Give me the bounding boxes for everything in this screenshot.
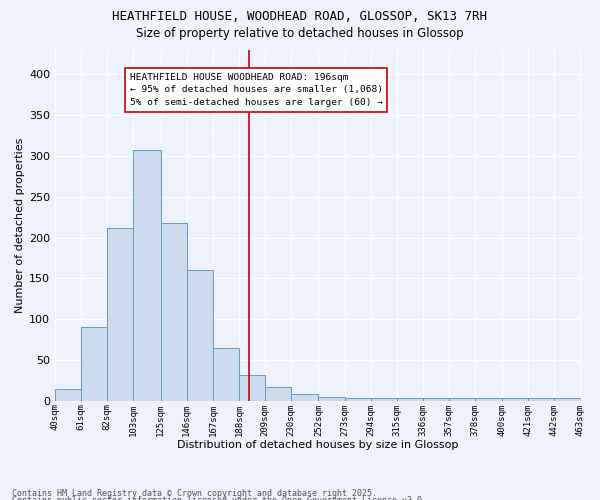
- Bar: [319, 396, 344, 401]
- Bar: [554, 398, 581, 401]
- Bar: [344, 398, 371, 401]
- Bar: [187, 270, 213, 401]
- Bar: [529, 398, 554, 401]
- Text: Size of property relative to detached houses in Glossop: Size of property relative to detached ho…: [136, 28, 464, 40]
- Bar: [107, 228, 133, 401]
- Bar: [161, 223, 187, 401]
- Bar: [397, 398, 423, 401]
- Text: Contains HM Land Registry data © Crown copyright and database right 2025.: Contains HM Land Registry data © Crown c…: [12, 488, 377, 498]
- Bar: [55, 388, 81, 401]
- Text: Contains public sector information licensed under the Open Government Licence v3: Contains public sector information licen…: [12, 496, 427, 500]
- Bar: [371, 398, 397, 401]
- Bar: [475, 398, 502, 401]
- Bar: [502, 398, 529, 401]
- Y-axis label: Number of detached properties: Number of detached properties: [15, 138, 25, 313]
- X-axis label: Distribution of detached houses by size in Glossop: Distribution of detached houses by size …: [177, 440, 458, 450]
- Text: HEATHFIELD HOUSE WOODHEAD ROAD: 196sqm
← 95% of detached houses are smaller (1,0: HEATHFIELD HOUSE WOODHEAD ROAD: 196sqm ←…: [130, 73, 383, 107]
- Bar: [81, 328, 107, 401]
- Bar: [239, 374, 265, 401]
- Bar: [291, 394, 319, 401]
- Bar: [423, 398, 449, 401]
- Bar: [449, 398, 475, 401]
- Bar: [213, 348, 239, 401]
- Text: HEATHFIELD HOUSE, WOODHEAD ROAD, GLOSSOP, SK13 7RH: HEATHFIELD HOUSE, WOODHEAD ROAD, GLOSSOP…: [113, 10, 487, 23]
- Bar: [133, 150, 161, 401]
- Bar: [265, 387, 291, 401]
